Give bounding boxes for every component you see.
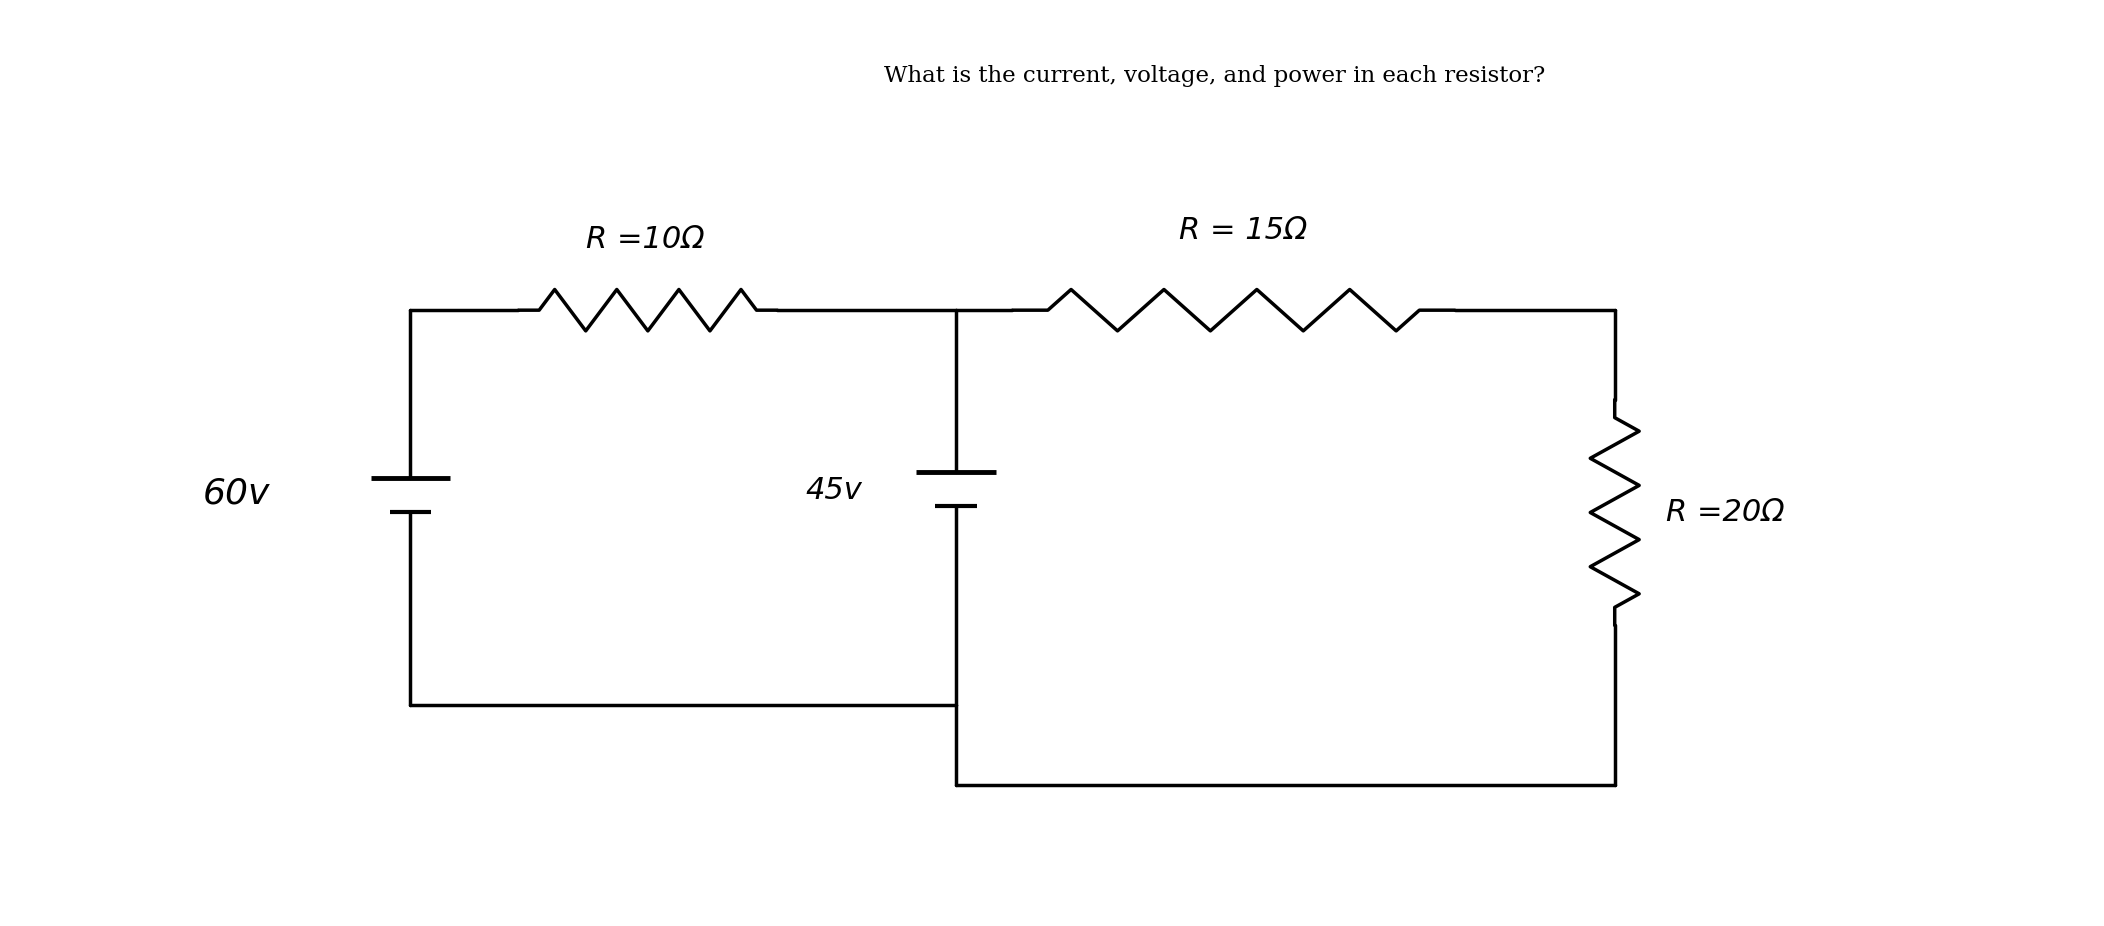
Text: 45v: 45v	[806, 476, 863, 506]
Text: 60v: 60v	[202, 477, 269, 510]
Text: R =20Ω: R =20Ω	[1666, 498, 1784, 527]
Text: What is the current, voltage, and power in each resistor?: What is the current, voltage, and power …	[884, 65, 1544, 87]
Text: R = 15Ω: R = 15Ω	[1178, 216, 1307, 244]
Text: R =10Ω: R =10Ω	[587, 225, 705, 254]
